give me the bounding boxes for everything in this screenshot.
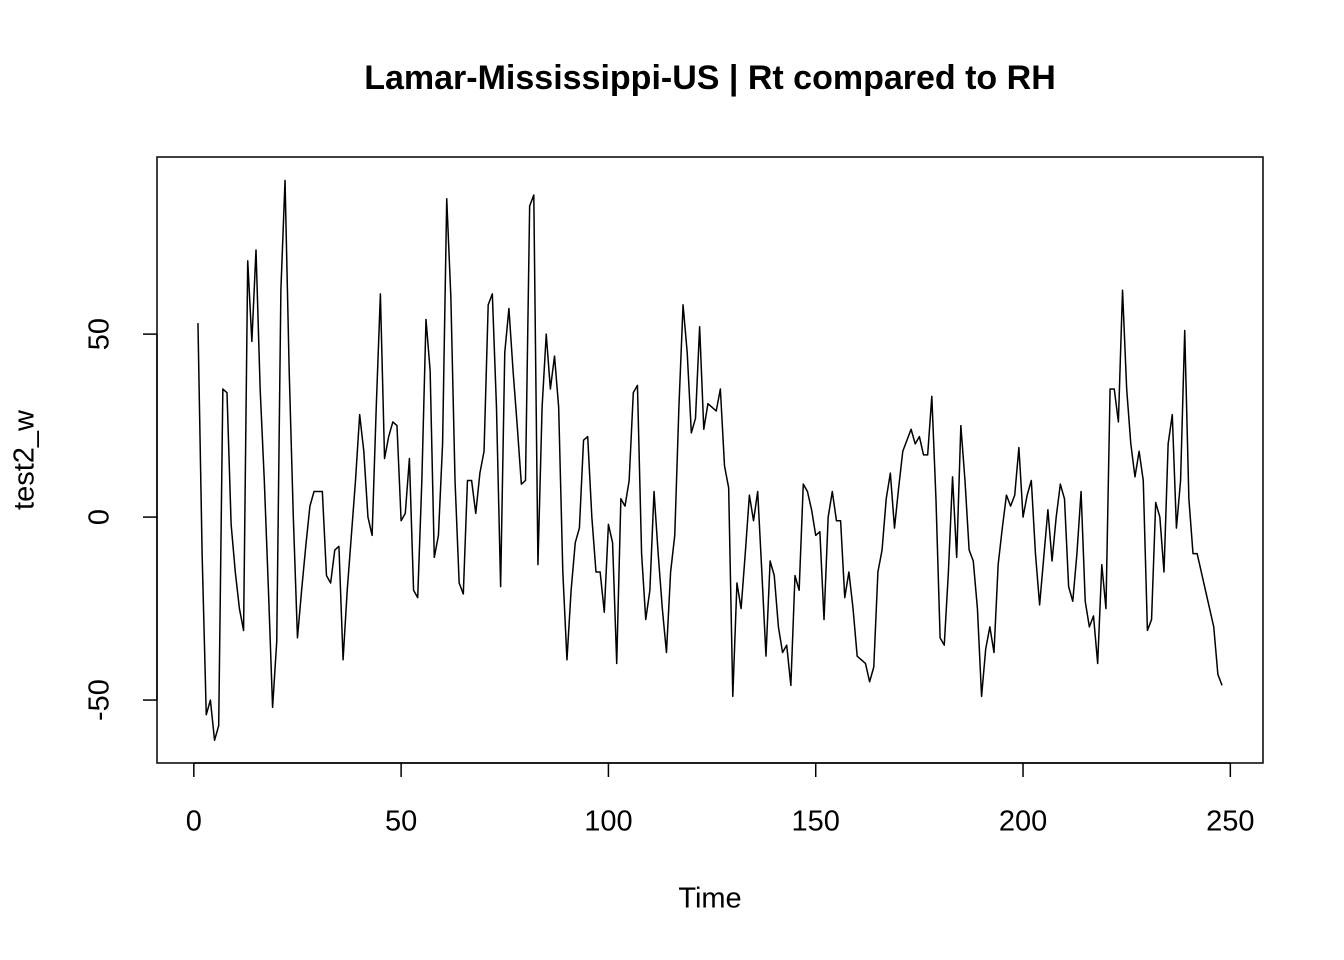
y-tick-label: 0: [84, 509, 116, 525]
y-axis-label: test2_w: [9, 409, 41, 510]
x-tick-label: 150: [792, 806, 840, 838]
x-axis-label: Time: [678, 883, 741, 915]
y-tick-label: 50: [84, 318, 116, 350]
y-tick-label: -50: [84, 679, 116, 721]
series-line: [197, 179, 1223, 742]
x-tick-label: 250: [1206, 806, 1254, 838]
chart-title: Lamar-Mississippi-US | Rt compared to RH: [364, 59, 1056, 97]
x-tick-label: 100: [584, 806, 632, 838]
plot-frame: [156, 156, 1264, 764]
x-tick-label: 0: [186, 806, 202, 838]
x-tick-label: 200: [999, 806, 1047, 838]
x-tick-label: 50: [385, 806, 417, 838]
